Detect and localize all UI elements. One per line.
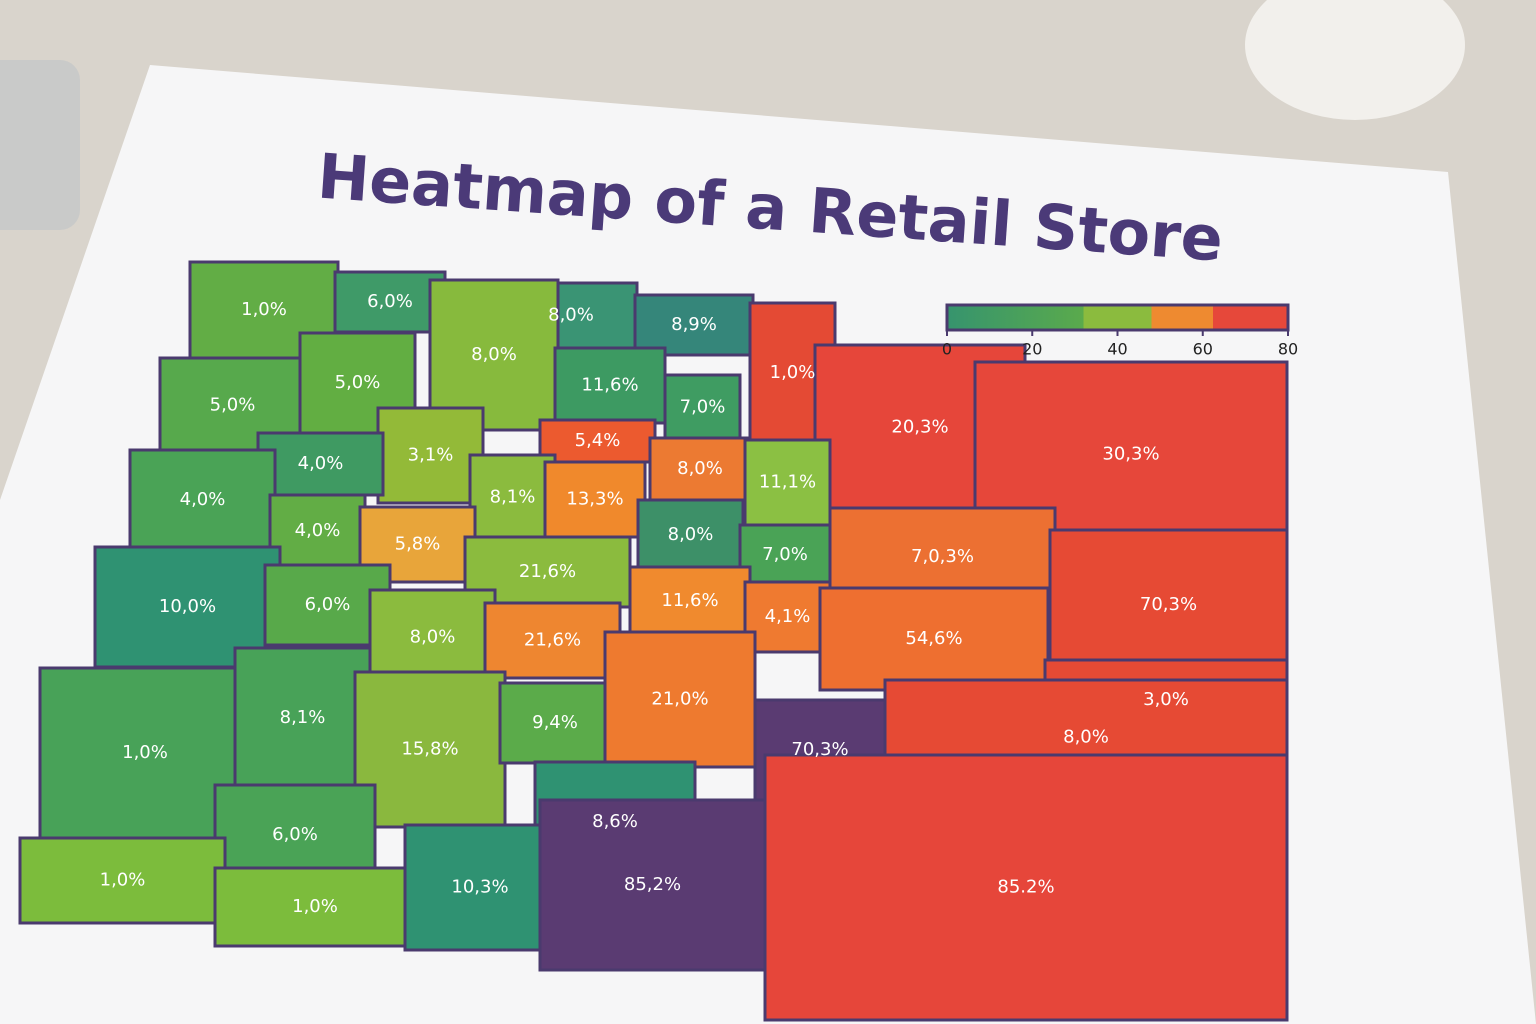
region <box>538 798 767 972</box>
region-label: 1,0% <box>100 870 146 891</box>
region-label: 85,2% <box>624 874 681 895</box>
x-tick-label: 80 <box>1278 340 1298 359</box>
region-label: 10,3% <box>451 877 508 898</box>
region <box>18 836 227 925</box>
region <box>333 270 447 334</box>
region-label: 8,0% <box>471 344 517 365</box>
region <box>738 523 832 587</box>
region-label: 8,0% <box>548 305 594 326</box>
region-label: 8,1% <box>490 487 536 508</box>
mug <box>1245 0 1465 120</box>
region-label: 11,1% <box>759 472 816 493</box>
region-label: 8,0% <box>677 458 723 479</box>
region-label: 4,0% <box>295 520 341 541</box>
region-label: 9,4% <box>532 712 578 733</box>
region <box>603 630 757 769</box>
region-label: 13,3% <box>566 489 623 510</box>
region-label: 1,0% <box>770 362 816 383</box>
region-label: 11,6% <box>661 590 718 611</box>
colorbar: 0 20 40 60 80 <box>942 303 1298 359</box>
region <box>633 293 755 357</box>
x-tick-label: 40 <box>1107 340 1127 359</box>
region <box>353 670 507 829</box>
region <box>128 448 277 552</box>
region-label: 4,1% <box>765 606 811 627</box>
region-label: 6,0% <box>305 594 351 615</box>
region <box>403 823 557 952</box>
region-label: 30,3% <box>1102 444 1159 465</box>
region <box>1048 528 1289 682</box>
region-label: 21,6% <box>519 561 576 582</box>
region-label: 85.2% <box>997 877 1054 898</box>
region-label: 8,9% <box>671 314 717 335</box>
region-label: 4,0% <box>180 489 226 510</box>
region <box>268 493 367 569</box>
region <box>663 373 742 442</box>
region <box>468 453 557 542</box>
region-label: 5,0% <box>335 372 381 393</box>
region-label: 5,0% <box>210 395 256 416</box>
region-label: 7,0,3% <box>911 546 974 567</box>
region <box>483 601 622 680</box>
region-label: 8,0% <box>1063 727 1109 748</box>
x-tick-label: 0 <box>942 340 952 359</box>
region <box>743 438 832 527</box>
region-label: 8,0% <box>668 524 714 545</box>
region-label: 11,6% <box>581 375 638 396</box>
x-tick-label: 20 <box>1022 340 1042 359</box>
region <box>428 278 560 432</box>
region-label: 7,0% <box>680 397 726 418</box>
region <box>763 753 1289 1022</box>
region-label: 1,0% <box>122 742 168 763</box>
region-label: 54,6% <box>905 628 962 649</box>
region-label: 5,4% <box>575 430 621 451</box>
region-label: 70,3% <box>791 739 848 760</box>
region-label: 10,0% <box>159 596 216 617</box>
region <box>233 646 372 790</box>
colorbar-scale <box>945 303 1290 332</box>
x-tick-label: 60 <box>1193 340 1213 359</box>
region-label: 21,6% <box>524 630 581 651</box>
region-label: 15,8% <box>401 739 458 760</box>
region-label: 21,0% <box>651 689 708 710</box>
region <box>818 586 1050 692</box>
region-label: 6,0% <box>272 824 318 845</box>
region-label: 1,0% <box>292 896 338 917</box>
device <box>0 60 80 230</box>
region-label: 3,0% <box>1143 689 1189 710</box>
region <box>973 360 1289 549</box>
region-label: 8,0% <box>410 627 456 648</box>
region-label: 4,0% <box>298 453 344 474</box>
region <box>543 460 647 539</box>
region-label: 7,0% <box>762 544 808 565</box>
labels: 1,0% 6,0% 8,0% 8,9% 1,0% 5,0% 5,0% 8,0% 11,6% 7,0… <box>100 291 1197 917</box>
region-label: 70,3% <box>1140 594 1197 615</box>
region-label: 8,6% <box>592 811 638 832</box>
region-label: 20,3% <box>891 417 948 438</box>
region-label: 6,0% <box>367 291 413 312</box>
region-label: 5,8% <box>395 534 441 555</box>
region-label: 1,0% <box>241 299 287 320</box>
region <box>538 418 657 464</box>
region-label: 3,1% <box>408 445 454 466</box>
heatmap <box>18 260 1289 1022</box>
region-label: 8,1% <box>280 707 326 728</box>
